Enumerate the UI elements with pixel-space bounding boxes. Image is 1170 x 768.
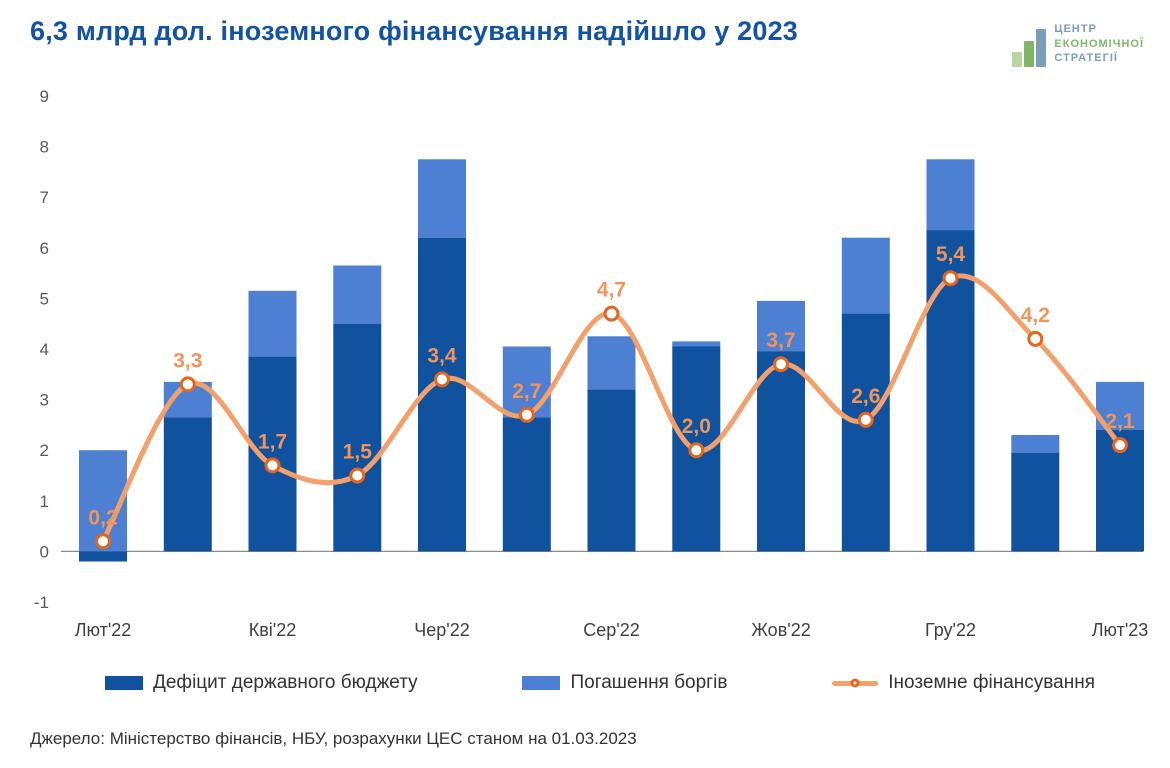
x-axis-tick-label: Лют'23 <box>1092 620 1149 640</box>
foreign-financing-value-label: 4,2 <box>1021 304 1050 327</box>
legend-swatch-debt-repayment <box>522 676 561 690</box>
foreign-financing-marker <box>773 356 789 373</box>
legend-label-foreign-financing: Іноземне фінансування <box>888 672 1095 693</box>
legend-swatch-budget-deficit <box>105 676 143 690</box>
bar-budget-deficit <box>1011 452 1060 552</box>
logo-bar-medium <box>1024 40 1035 67</box>
logo-bar-tall <box>1036 28 1047 67</box>
x-axis-tick-label: Гру'22 <box>925 620 976 640</box>
foreign-financing-marker <box>179 376 196 393</box>
bar-budget-deficit <box>502 417 551 552</box>
legend-label-debt-repayment: Погашення боргів <box>570 672 728 693</box>
y-axis-tick-label: 4 <box>40 340 49 359</box>
x-axis-tick-label: Жов'22 <box>751 620 810 640</box>
y-axis-tick-label: 7 <box>40 188 49 207</box>
foreign-financing-value-label: 3,7 <box>766 329 795 352</box>
bar-debt-repayment <box>1011 435 1060 453</box>
bar-budget-deficit <box>587 389 636 552</box>
bar-budget-deficit <box>757 351 805 552</box>
foreign-financing-marker <box>434 371 450 388</box>
y-axis-tick-label: 5 <box>40 289 49 308</box>
foreign-financing-value-label: 2,6 <box>851 385 880 408</box>
logo-bar-small <box>1012 51 1023 67</box>
legend-item-budget-deficit: Дефіцит державного бюджету <box>105 672 418 694</box>
foreign-financing-value-label: 3,4 <box>427 344 457 367</box>
bar-debt-repayment <box>672 341 721 347</box>
y-axis-tick-label: 0 <box>40 542 49 561</box>
legend-label-budget-deficit: Дефіцит державного бюджету <box>153 672 418 693</box>
y-axis-tick-label: -1 <box>34 593 49 612</box>
foreign-financing-marker <box>857 411 874 428</box>
foreign-financing-value-label: 0,2 <box>88 506 117 529</box>
legend: Дефіцит державного бюджету Погашення бор… <box>30 672 1140 694</box>
foreign-financing-value-label: 1,5 <box>343 441 373 464</box>
logo-bars-icon <box>1012 28 1047 67</box>
x-axis-tick-label: Лют'22 <box>75 620 132 640</box>
foreign-financing-value-label: 2,7 <box>512 380 541 403</box>
bar-debt-repayment <box>926 159 975 231</box>
foreign-financing-value-label: 2,1 <box>1105 410 1135 433</box>
legend-item-foreign-financing: Іноземне фінансування <box>832 672 1095 694</box>
foreign-financing-value-label: 5,4 <box>936 243 966 266</box>
y-axis-tick-label: 6 <box>40 239 49 258</box>
source-note: Джерело: Міністерство фінансів, НБУ, роз… <box>30 729 637 748</box>
bar-debt-repayment <box>841 237 890 314</box>
foreign-financing-marker <box>1112 437 1128 454</box>
y-axis-tick-label: 2 <box>40 441 49 460</box>
page-title: 6,3 млрд дол. іноземного фінансування на… <box>30 16 799 46</box>
foreign-financing-marker <box>603 305 620 322</box>
legend-marker-ring-icon <box>850 678 860 688</box>
chart: 9 8 7 6 5 4 3 2 1 0 -1 Лют'22 Кві'22 Чер'22 Сер'22 Жов'… <box>34 87 1149 640</box>
bar-debt-repayment <box>757 300 805 352</box>
legend-item-debt-repayment: Погашення боргів <box>522 672 727 694</box>
foreign-financing-value-label: 3,3 <box>173 349 202 372</box>
bar-debt-repayment <box>587 336 636 390</box>
bar-budget-deficit <box>163 417 212 552</box>
bar-debt-repayment <box>248 290 297 357</box>
bar-budget-deficit <box>79 551 127 562</box>
bar-debt-repayment <box>418 159 466 238</box>
legend-line-sample-icon <box>832 678 879 688</box>
foreign-financing-marker <box>1027 330 1044 347</box>
bar-budget-deficit <box>841 313 890 552</box>
foreign-financing-marker <box>95 533 111 550</box>
foreign-financing-value-label: 4,7 <box>597 279 626 302</box>
foreign-financing-marker <box>942 270 959 287</box>
y-axis-tick-label: 3 <box>40 391 49 410</box>
foreign-financing-marker <box>518 406 535 423</box>
y-axis-tick-label: 9 <box>40 87 49 106</box>
ces-logo: ЦЕНТР ЕКОНОМІЧНОЇ СТРАТЕГІЇ <box>1012 22 1144 67</box>
logo-text: ЦЕНТР ЕКОНОМІЧНОЇ СТРАТЕГІЇ <box>1054 22 1144 67</box>
logo-line-2: ЕКОНОМІЧНОЇ <box>1054 37 1144 50</box>
x-axis-tick-label: Чер'22 <box>414 620 469 640</box>
bar-budget-deficit <box>248 356 297 552</box>
x-axis-tick-label: Сер'22 <box>583 620 639 640</box>
foreign-financing-marker <box>349 467 366 484</box>
foreign-financing-value-label: 1,7 <box>258 430 287 453</box>
foreign-financing-marker <box>264 457 281 474</box>
bar-budget-deficit <box>333 323 382 552</box>
x-axis-tick-label: Кві'22 <box>249 620 297 640</box>
foreign-financing-value-label: 2,0 <box>682 415 711 438</box>
bar-debt-repayment <box>333 265 382 324</box>
logo-line-1: ЦЕНТР <box>1054 23 1097 35</box>
logo-line-3: СТРАТЕГІЇ <box>1054 52 1118 64</box>
y-axis-tick-label: 1 <box>40 492 49 511</box>
y-axis-tick-label: 8 <box>40 138 49 157</box>
foreign-financing-marker <box>688 442 705 459</box>
bar-debt-repayment <box>502 346 551 418</box>
